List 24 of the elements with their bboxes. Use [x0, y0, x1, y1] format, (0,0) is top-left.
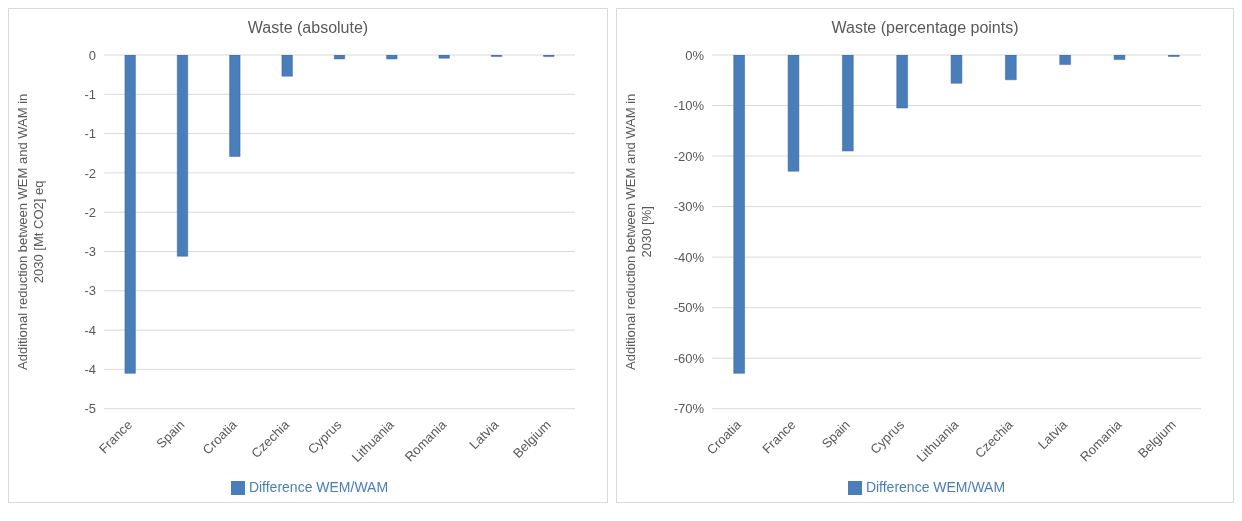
y-tick-label: -20% — [673, 148, 705, 164]
y-tick-label: -3 — [84, 244, 96, 260]
y-tick-label: -40% — [673, 249, 705, 265]
legend-label: Difference WEM/WAM — [248, 478, 389, 495]
y-tick-label: -10% — [673, 98, 705, 114]
y-tick-label: -2 — [84, 165, 96, 181]
y-tick-label: -5 — [84, 401, 96, 417]
y-tick-label: -1 — [84, 86, 96, 102]
chart-title: Waste (absolute) — [246, 18, 370, 38]
y-tick-label: -30% — [673, 199, 705, 215]
y-axis-title: Additional reduction between WEM and WAM in 2030 [Mt CO2] eq — [15, 93, 46, 370]
y-tick-label: 0% — [685, 47, 705, 63]
y-tick-label: -2 — [84, 204, 96, 220]
y-tick-label: -4 — [84, 362, 96, 378]
y-tick-label: -70% — [673, 401, 705, 417]
legend-label: Difference WEM/WAM — [865, 478, 1006, 495]
y-tick-label: -4 — [84, 322, 96, 338]
y-tick-label: -50% — [673, 300, 705, 316]
chart-title: Waste (percentage points) — [830, 18, 1020, 38]
y-tick-label: 0 — [88, 47, 96, 63]
y-tick-label: -1 — [84, 126, 96, 142]
y-axis-title: Additional reduction between WEM and WAM in 2030 [%] — [623, 93, 654, 370]
y-tick-label: -3 — [84, 283, 96, 299]
y-tick-label: -60% — [673, 350, 705, 366]
